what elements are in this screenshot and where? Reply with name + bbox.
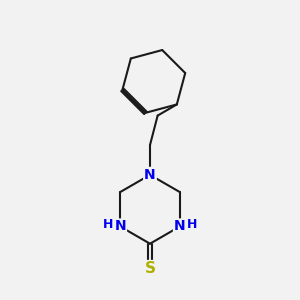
Text: H: H xyxy=(187,218,197,231)
Text: N: N xyxy=(144,168,156,182)
Text: N: N xyxy=(114,220,126,233)
Text: S: S xyxy=(145,261,155,276)
Text: H: H xyxy=(103,218,113,231)
Text: N: N xyxy=(174,220,186,233)
